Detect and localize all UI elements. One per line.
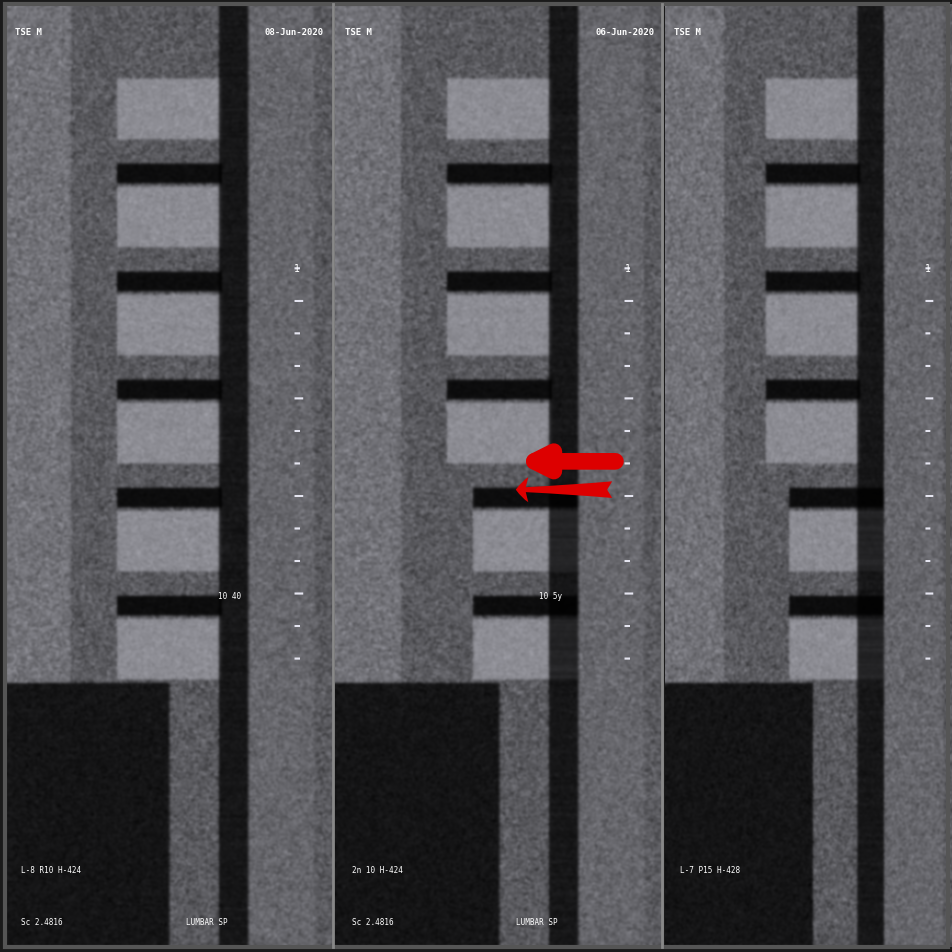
Text: Sc 2.4816: Sc 2.4816 bbox=[351, 917, 393, 925]
Text: TSE M: TSE M bbox=[14, 29, 42, 37]
Text: 2n 10 H-424: 2n 10 H-424 bbox=[351, 864, 403, 874]
Text: 06-Jun-2020: 06-Jun-2020 bbox=[595, 29, 654, 37]
Text: L-7 P15 H-428: L-7 P15 H-428 bbox=[679, 864, 740, 874]
Text: L-8 R10 H-424: L-8 R10 H-424 bbox=[21, 864, 81, 874]
Text: 08-Jun-2020: 08-Jun-2020 bbox=[265, 29, 324, 37]
Text: TSE M: TSE M bbox=[345, 29, 372, 37]
Text: 10 40: 10 40 bbox=[218, 591, 242, 601]
Text: LUMBAR SP: LUMBAR SP bbox=[516, 917, 557, 925]
Text: Sc 2.4816: Sc 2.4816 bbox=[21, 917, 63, 925]
Text: TSE M: TSE M bbox=[673, 29, 701, 37]
Text: 1: 1 bbox=[625, 264, 630, 273]
Text: 10 5y: 10 5y bbox=[539, 591, 562, 601]
Text: LUMBAR SP: LUMBAR SP bbox=[186, 917, 227, 925]
Text: 1: 1 bbox=[294, 264, 300, 273]
Text: 1: 1 bbox=[924, 264, 930, 273]
